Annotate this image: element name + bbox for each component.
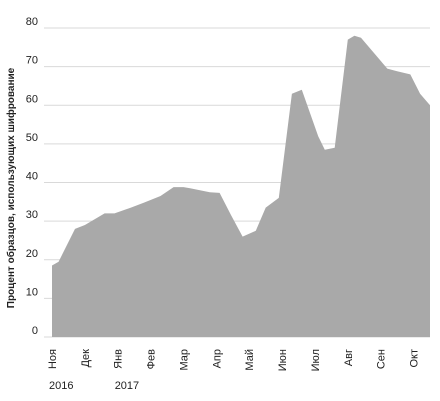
y-tick-label-30: 30 [26,209,38,221]
x-tick-label-10: Сен [376,349,388,369]
x-tick-label-3: Фев [146,349,158,369]
x-tick-label-6: Май [244,349,256,371]
x-tick-label-9: Авг [343,349,355,366]
x-tick-label-0: Ноя [47,349,59,369]
x-axis-year-labels: 2016 2017 [49,380,139,392]
y-tick-label-20: 20 [26,248,38,260]
y-tick-label-80: 80 [26,16,38,28]
x-tick-label-8: Июл [310,349,322,371]
x-tick-label-7: Июн [277,349,289,371]
year-label-2016: 2016 [49,380,73,392]
y-tick-label-60: 60 [26,93,38,105]
x-tick-label-2: Янв [113,349,125,369]
y-tick-label-10: 10 [26,286,38,298]
x-tick-label-11: Окт [409,349,421,368]
y-tick-label-50: 50 [26,132,38,144]
y-tick-label-40: 40 [26,171,38,183]
y-tick-label-70: 70 [26,55,38,67]
x-tick-label-4: Мар [179,349,191,371]
y-axis-ticks: 0 10 20 30 40 50 60 70 80 [26,16,38,337]
year-label-2017: 2017 [115,380,139,392]
y-tick-label-0: 0 [32,325,38,337]
x-tick-label-5: Апр [211,349,223,368]
x-tick-label-1: Дек [80,349,92,368]
encryption-share-area [52,35,430,337]
x-axis-ticks: Ноя Дек Янв Фев Мар Апр Май Июн Июл Авг Сен Окт [47,349,421,372]
y-axis-label: Процент образцов, использующих шифровани… [5,67,17,308]
